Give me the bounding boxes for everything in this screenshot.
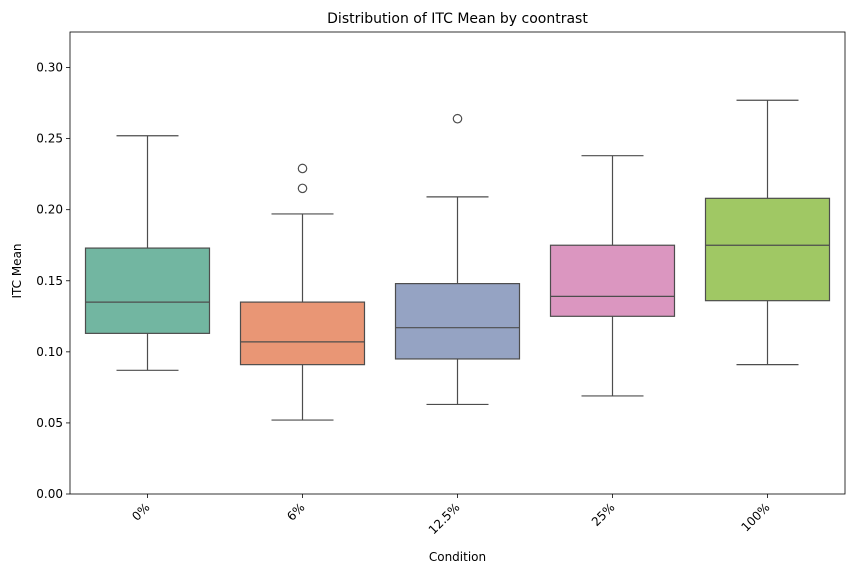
outlier-point xyxy=(297,163,308,174)
y-tick-label: 0.00 xyxy=(36,487,63,501)
x-tick-label: 0% xyxy=(129,500,152,523)
y-tick-label: 0.25 xyxy=(36,132,63,146)
y-tick-label: 0.30 xyxy=(36,61,63,75)
box-0% xyxy=(84,247,211,334)
x-tick-label: 25% xyxy=(589,500,618,529)
x-axis-label: Condition xyxy=(429,550,486,564)
x-tick-label: 12.5% xyxy=(426,500,463,537)
y-tick-label: 0.10 xyxy=(36,345,63,359)
x-tick-label: 100% xyxy=(738,500,772,534)
y-tick-label: 0.05 xyxy=(36,416,63,430)
chart-title: Distribution of ITC Mean by coontrast xyxy=(327,11,588,27)
x-tick-label: 6% xyxy=(284,500,307,523)
outlier-point xyxy=(452,113,463,124)
box-6% xyxy=(239,301,366,366)
y-tick-label: 0.15 xyxy=(36,274,63,288)
box-25% xyxy=(549,244,676,317)
y-axis-label: ITC Mean xyxy=(10,243,24,298)
outlier-point xyxy=(297,183,308,194)
box-100% xyxy=(704,197,831,302)
box-12.5% xyxy=(394,283,521,360)
y-tick-label: 0.20 xyxy=(36,203,63,217)
plot-area: 0.00 0.05 0.10 0.15 0.20 0.25 0.30 0% 6% 12.5% 25%… xyxy=(36,31,846,537)
